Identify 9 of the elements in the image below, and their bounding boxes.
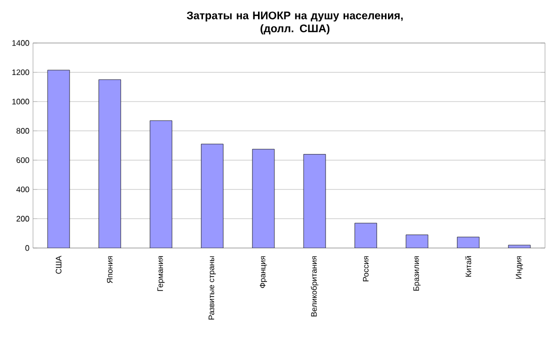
bar (98, 79, 121, 248)
chart-title: Затраты на НИОКР на душу населения, (долл. США) (186, 12, 403, 34)
bar (201, 144, 224, 248)
bar (406, 234, 428, 248)
bar (354, 222, 377, 248)
bar (150, 120, 172, 248)
bar (47, 70, 70, 248)
bar (252, 148, 275, 248)
bar (303, 154, 326, 248)
